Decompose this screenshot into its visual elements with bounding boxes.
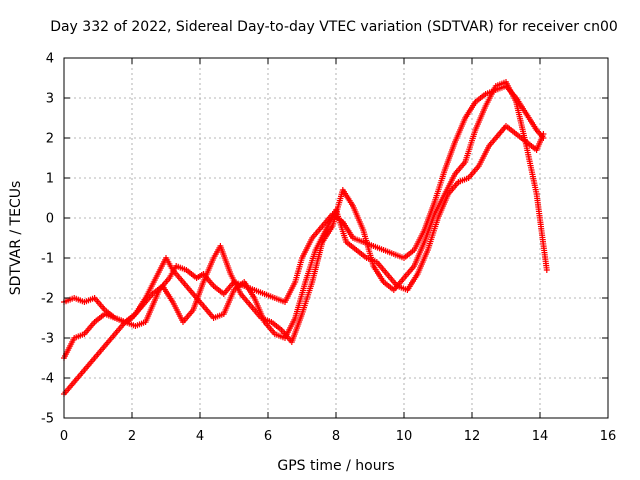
- x-tick-label: 8: [332, 429, 340, 444]
- y-tick-label: -4: [41, 372, 54, 387]
- x-tick-label: 2: [128, 429, 136, 444]
- y-tick-label: -1: [41, 252, 54, 267]
- x-tick-label: 6: [264, 429, 272, 444]
- x-tick-label: 0: [60, 429, 68, 444]
- y-tick-label: 2: [46, 132, 54, 147]
- y-tick-label: 1: [46, 172, 54, 187]
- x-tick-label: 4: [196, 429, 204, 444]
- y-tick-label: -2: [41, 292, 54, 307]
- axis-ticks: [63, 57, 609, 419]
- y-tick-label: 4: [46, 52, 54, 67]
- series-3: [61, 79, 550, 397]
- y-tick-labels: -5 -4 -3 -2 -1 0 1 2 3 4: [41, 52, 54, 427]
- x-tick-labels: 0 2 4 6 8 10 12 14 16: [60, 429, 616, 444]
- y-tick-label: -3: [41, 332, 54, 347]
- x-axis-label: GPS time / hours: [277, 458, 394, 474]
- data-point: [540, 131, 547, 137]
- data-point: [543, 267, 550, 273]
- data-points: [61, 79, 550, 397]
- chart-title: Day 332 of 2022, Sidereal Day-to-day VTE…: [50, 19, 618, 35]
- y-tick-label: 0: [46, 212, 54, 227]
- x-tick-label: 14: [532, 429, 549, 444]
- x-tick-label: 16: [600, 429, 617, 444]
- y-tick-label: 3: [46, 92, 54, 107]
- y-tick-label: -5: [41, 412, 54, 427]
- x-tick-label: 12: [464, 429, 481, 444]
- y-axis-label: SDTVAR / TECUs: [8, 181, 24, 296]
- x-tick-label: 10: [396, 429, 413, 444]
